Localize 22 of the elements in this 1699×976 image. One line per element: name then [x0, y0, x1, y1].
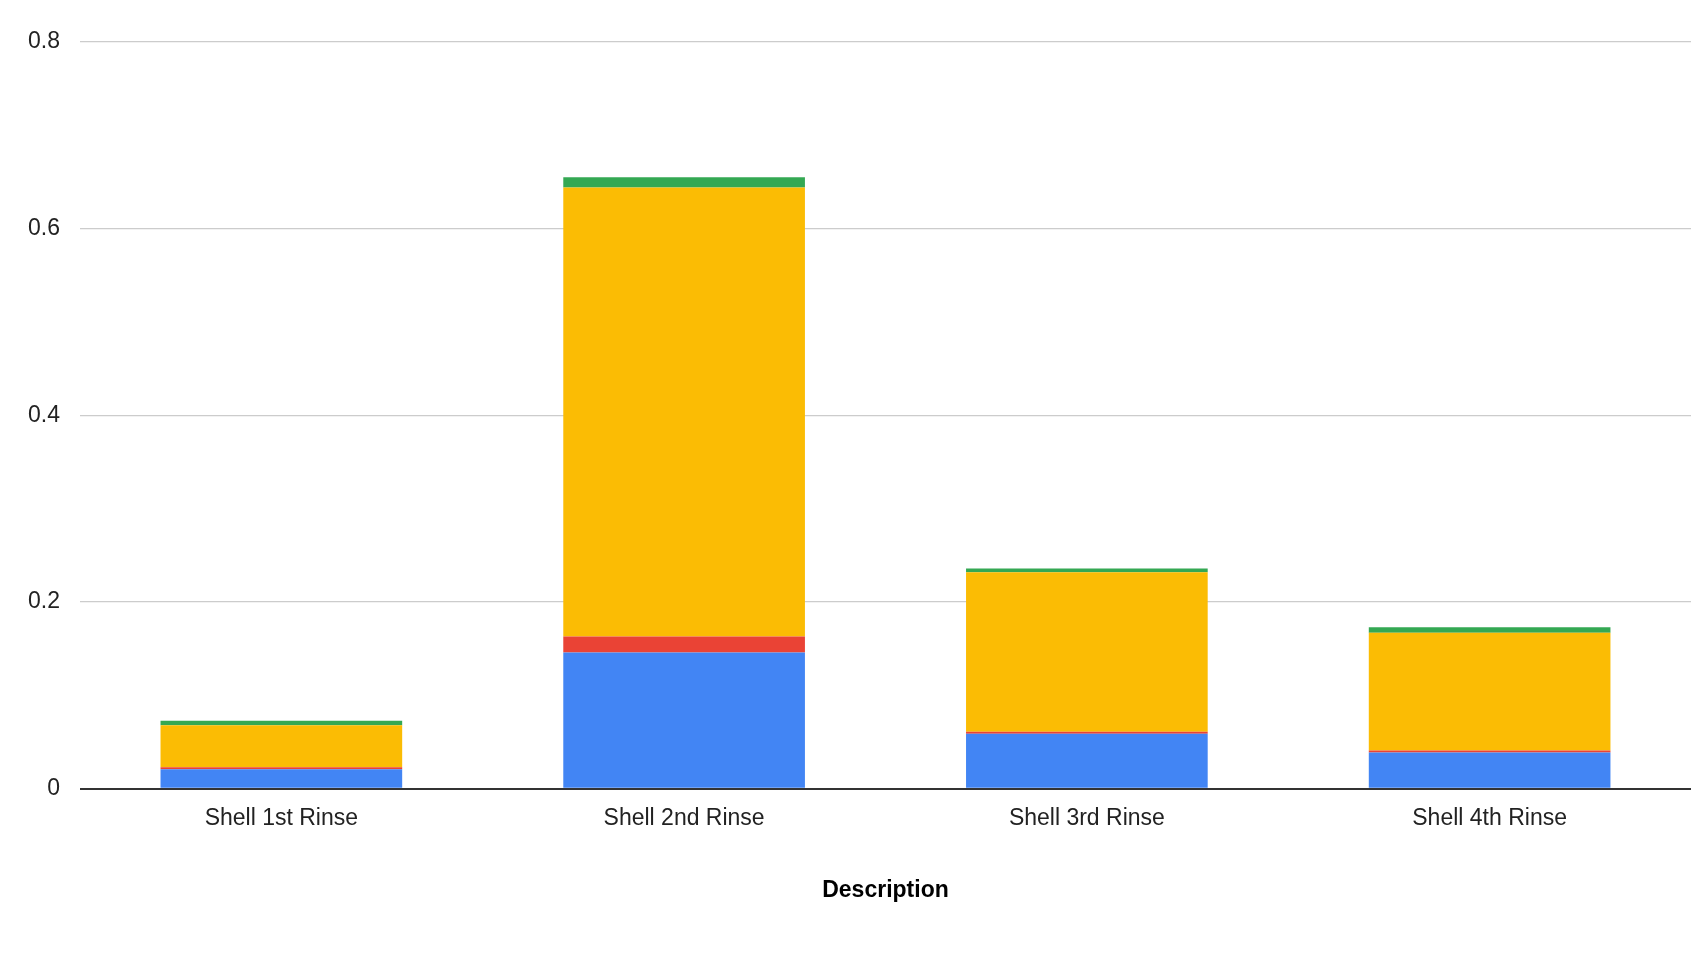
y-tick-label: 0 — [47, 774, 60, 801]
y-tick-label: 0.4 — [27, 400, 61, 427]
bar — [563, 636, 805, 653]
y-tick-label: 0.6 — [27, 213, 60, 240]
bar — [1368, 632, 1611, 751]
bar — [966, 733, 1208, 788]
x-tick-label: Shell 2nd Rinse — [603, 803, 765, 830]
y-tick-label: 0.8 — [27, 27, 60, 54]
y-tick-label: 0.2 — [27, 587, 60, 614]
bar — [1368, 627, 1611, 633]
bar — [563, 187, 805, 637]
bar — [1368, 752, 1611, 788]
bar — [563, 177, 805, 188]
bar — [160, 769, 403, 788]
bar — [563, 652, 805, 788]
x-tick-label: Shell 4th Rinse — [1412, 803, 1567, 830]
x-tick-label: Shell 1st Rinse — [204, 803, 359, 830]
bar — [966, 568, 1208, 573]
x-tick-label: Shell 3rd Rinse — [1008, 803, 1165, 830]
bar — [160, 725, 403, 768]
x-axis-title: Description — [822, 875, 949, 902]
bar — [966, 572, 1208, 732]
